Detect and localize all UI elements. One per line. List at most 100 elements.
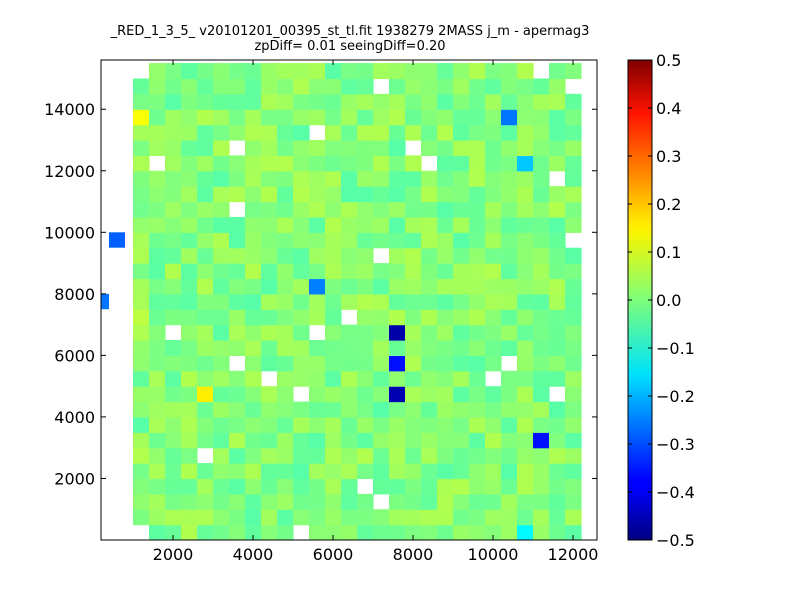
heatmap-cell xyxy=(197,140,214,156)
heatmap-cell xyxy=(469,109,486,126)
heatmap-cell xyxy=(453,186,470,203)
heatmap-cell xyxy=(453,124,470,141)
heatmap-cell xyxy=(469,293,486,310)
heatmap-cell xyxy=(373,386,390,403)
heatmap-cell xyxy=(293,216,310,233)
heatmap-cell xyxy=(373,355,390,372)
heatmap-cell xyxy=(197,247,214,264)
heatmap-cell xyxy=(229,124,246,141)
heatmap-cell xyxy=(469,309,486,326)
heatmap-cell xyxy=(341,463,358,480)
heatmap-cell xyxy=(229,447,246,464)
heatmap-cell xyxy=(565,201,582,218)
heatmap-cell xyxy=(421,78,438,95)
heatmap-cell xyxy=(229,186,246,203)
heatmap-cell xyxy=(389,186,406,203)
heatmap-cell xyxy=(245,201,262,218)
heatmap-cell xyxy=(197,78,214,95)
heatmap-cell xyxy=(357,216,374,233)
heatmap-cell xyxy=(565,278,582,295)
heatmap-cell xyxy=(229,78,246,95)
heatmap-cell xyxy=(229,109,246,126)
heatmap-cell xyxy=(389,93,406,110)
heatmap-cell xyxy=(453,232,470,249)
heatmap-cell xyxy=(565,109,582,126)
chart-subtitle: zpDiff= 0.01 seeingDiff=0.20 xyxy=(254,39,446,54)
heatmap-cell xyxy=(341,278,358,295)
heatmap-cell xyxy=(405,493,422,510)
heatmap-cell xyxy=(549,109,566,126)
heatmap-cell xyxy=(405,293,422,310)
heatmap-cell xyxy=(149,109,166,126)
heatmap-cell xyxy=(373,293,390,310)
heatmap-cell xyxy=(213,278,230,295)
heatmap-cell xyxy=(357,524,374,540)
heatmap-cell xyxy=(389,109,406,126)
heatmap-cell xyxy=(261,232,278,249)
heatmap-cell xyxy=(133,509,150,526)
heatmap-cell xyxy=(181,309,198,326)
heatmap-cell xyxy=(517,263,534,280)
heatmap-cell xyxy=(325,355,342,372)
y-axis: 2000 4000 6000 8000 10000 12000 14000 xyxy=(44,100,597,488)
colorbar-tick-label: −0.2 xyxy=(656,387,695,406)
heatmap-cell xyxy=(453,109,470,126)
heatmap-cell xyxy=(213,124,230,141)
heatmap-cell xyxy=(293,401,310,418)
heatmap-cell xyxy=(533,293,550,310)
heatmap-cell xyxy=(213,370,230,387)
heatmap-cell xyxy=(325,263,342,280)
heatmap-cell xyxy=(469,155,486,172)
heatmap-cell xyxy=(485,386,502,403)
heatmap-cell xyxy=(277,63,294,80)
heatmap-cell xyxy=(341,170,358,187)
heatmap-cell xyxy=(181,170,198,187)
heatmap-cell xyxy=(453,509,470,526)
heatmap-cell xyxy=(245,340,262,356)
heatmap-cell xyxy=(565,493,582,510)
heatmap-cell xyxy=(309,201,326,218)
heatmap-cell xyxy=(309,432,326,449)
heatmap-cell xyxy=(325,401,342,418)
colorbar-tick-label: 0.0 xyxy=(656,291,681,310)
heatmap-cell xyxy=(437,140,454,156)
heatmap-cell xyxy=(421,493,438,510)
heatmap-cell xyxy=(501,447,518,464)
heatmap-cell xyxy=(197,416,214,433)
heatmap-cell xyxy=(181,278,198,295)
heatmap-cell xyxy=(533,263,550,280)
heatmap-cell xyxy=(245,93,262,110)
heatmap-cell xyxy=(517,447,534,464)
heatmap-cell xyxy=(485,155,502,172)
heatmap-cell xyxy=(373,309,390,326)
heatmap-cell xyxy=(229,293,246,310)
heatmap-cell xyxy=(309,109,326,126)
heatmap-cell xyxy=(149,463,166,480)
heatmap-cell xyxy=(181,263,198,280)
heatmap-cell xyxy=(229,232,246,249)
heatmap-cell xyxy=(325,416,342,433)
heatmap-cell xyxy=(213,355,230,372)
heatmap-cell xyxy=(533,93,550,110)
heatmap-cell xyxy=(469,493,486,510)
heatmap-cell xyxy=(181,463,198,480)
heatmap-cell xyxy=(373,509,390,526)
heatmap-cell xyxy=(309,263,326,280)
heatmap-cell xyxy=(437,447,454,464)
heatmap-cell xyxy=(357,340,374,356)
heatmap-cell xyxy=(229,63,246,80)
heatmap-cell xyxy=(309,232,326,249)
heatmap-cell xyxy=(133,278,150,295)
heatmap-cell xyxy=(229,463,246,480)
heatmap-cell xyxy=(549,370,566,387)
heatmap-cell xyxy=(485,263,502,280)
heatmap-cell xyxy=(437,63,454,80)
heatmap-cell xyxy=(357,170,374,187)
heatmap-cell xyxy=(405,109,422,126)
heatmap-cell xyxy=(229,216,246,233)
heatmap-cell xyxy=(245,401,262,418)
heatmap-cell xyxy=(453,170,470,187)
heatmap-cell xyxy=(469,170,486,187)
heatmap-cell xyxy=(373,216,390,233)
